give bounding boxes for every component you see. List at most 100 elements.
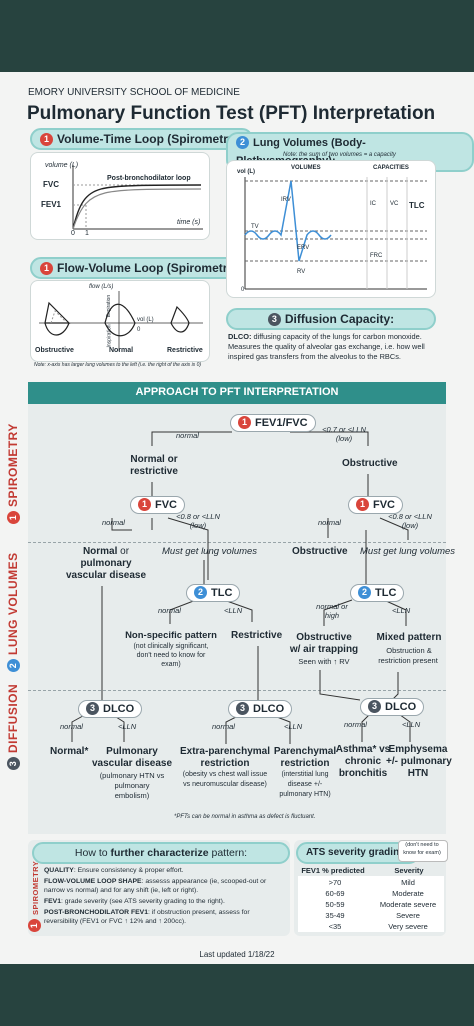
ats-note-2: know for exam) — [403, 850, 441, 856]
node-dlco-2: 3 DLCO — [228, 700, 293, 718]
lv-note: Note: the sum of two volumes = a capacit… — [283, 152, 396, 158]
approach-banner — [28, 382, 446, 404]
institution: EMORY UNIVERSITY SCHOOL OF MEDICINE — [28, 87, 240, 98]
lbl-normal-or: normal or — [316, 602, 348, 611]
fv-label-restrictive: Restrictive — [167, 347, 203, 354]
obstructive-2: Obstructive — [292, 546, 348, 557]
ats-note-box — [398, 840, 448, 862]
restrictive: restrictive — [130, 466, 178, 477]
normal-or-2: Normal or — [82, 546, 130, 557]
must-get-left: Must get lung volumes — [162, 546, 258, 557]
lv-vc: VC — [390, 201, 399, 207]
node-fev1-fvc: 1 FEV1/FVC — [230, 414, 316, 432]
further-item-post: POST-BRONCHODILATOR FEV1: if obstruction… — [44, 909, 250, 916]
vt-tick-1: 1 — [85, 230, 89, 237]
lbl-lt-lln-right: <LLN — [392, 606, 411, 615]
lbl-normal-1: normal — [176, 431, 199, 440]
further-item-flow-2: narrow vs normal) and for any shift (ie,… — [44, 887, 199, 894]
lv-volumes-head: VOLUMES — [291, 165, 321, 171]
mixed-pattern: Mixed pattern — [376, 632, 442, 643]
lv-rv: RV — [297, 269, 306, 275]
lv-irv: IRV — [281, 197, 291, 203]
flow-volume-card: flow (L/s) Expiration Inspiration vol (L… — [30, 280, 210, 362]
emph-1: Emphysema — [388, 744, 448, 755]
lv-tv: TV — [251, 224, 259, 230]
vt-curve-label: Post-bronchodilator loop — [107, 175, 191, 182]
fv-label-obstructive: Obstructive — [35, 347, 74, 354]
restrictive-2: Restrictive — [231, 630, 283, 641]
ats-note-1: (don't need to — [405, 842, 439, 848]
paren-4: disease +/- — [287, 781, 323, 788]
last-updated: Last updated 1/18/22 — [199, 950, 275, 959]
volume-time-title: 1 Volume-Time Loop (Spirometry): — [30, 128, 253, 150]
ats-pct-3: 35-49 — [325, 911, 345, 920]
paren-1: Parenchymal — [273, 746, 337, 757]
volume-time-graph — [72, 165, 203, 230]
extra-1: Extra-parenchymal — [179, 746, 271, 757]
ats-sev-0: Mild — [401, 878, 415, 887]
lv-frc: FRC — [370, 253, 383, 259]
lbl-lt-lln-6: <LLN — [284, 722, 303, 731]
lung-volumes-card: vol (L) VOLUMES CAPACITIES IRV TV ERV RV… — [226, 160, 436, 298]
approach-footnote: *PFTs can be normal in asthma as defect … — [174, 814, 316, 820]
pvd-5: embolism) — [114, 791, 150, 800]
extra-4: vs neuromuscular disease) — [183, 781, 267, 788]
extra-2: restriction — [200, 758, 250, 769]
node-dlco-3: 3 DLCO — [360, 698, 425, 716]
lv-capacities-head: CAPACITIES — [373, 165, 409, 171]
seen-with-rv: Seen with ↑ RV — [298, 657, 350, 666]
nonspecific: Non-specific pattern — [125, 630, 217, 641]
ats-pct-2: 50-59 — [325, 900, 345, 909]
lbl-low-1: (low) — [335, 434, 353, 443]
bottom-bar — [0, 964, 474, 1026]
fv-note: Note: x-axis has larger lung volumes to … — [34, 362, 202, 368]
pulm-vasc: pulmonary — [80, 558, 132, 569]
obstructive-1: Obstructive — [342, 458, 398, 469]
lv-vol-axis: vol (L) — [237, 169, 255, 175]
fv-label-normal: Normal — [109, 347, 134, 354]
page-title: Pulmonary Function Test (PFT) Interpreta… — [27, 103, 436, 124]
vt-x-axis: time (s) — [177, 219, 201, 226]
fv-zero: 0 — [137, 327, 141, 333]
lv-ic: IC — [370, 201, 376, 207]
lbl-normal-3: normal — [318, 518, 341, 527]
mixed-note-1: Obstruction & — [386, 646, 432, 655]
pvd-3: (pulmonary HTN vs — [99, 771, 165, 780]
dlco-text-1: diffusing capacity of the lungs for carb… — [251, 332, 422, 341]
emph-2: +/- pulmonary — [386, 756, 452, 767]
extra-3: (obesity vs chest wall issue — [182, 771, 268, 778]
ats-pct-1: 60-69 — [325, 889, 345, 898]
asthma-2: chronic — [344, 756, 382, 767]
node-tlc-right: 2 TLC — [350, 584, 405, 602]
further-item-post-2: reversibility (FEV1 or FVC ↑ 12% and ↑ 2… — [44, 918, 187, 925]
ats-table — [298, 876, 444, 932]
ats-sev-4: Very severe — [388, 922, 428, 931]
paren-3: (interstitial lung — [281, 771, 329, 778]
vt-y-axis: volume (L) — [45, 162, 79, 169]
node-fvc-right: 1 FVC — [348, 496, 403, 514]
diffusion-title: 3 Diffusion Capacity: — [226, 308, 436, 330]
flow-volume-title: 1 Flow-Volume Loop (Spirometry): — [30, 257, 253, 279]
fv-vol-axis: vol (L) — [137, 317, 154, 323]
obs-air-1: Obstructive — [296, 632, 352, 643]
diffusion-text: DLCO: diffusing capacity of the lungs fo… — [228, 332, 438, 362]
ats-col-1: FEV1 % predicted — [301, 866, 365, 875]
lv-zero: 0 — [241, 287, 245, 293]
lbl-lt07: <0.7 or <LLN — [322, 425, 366, 434]
lbl-lt-lln-left: <LLN — [224, 606, 243, 615]
lv-erv: ERV — [297, 245, 310, 251]
lbl-lt-lln-5: <LLN — [118, 722, 137, 731]
lbl-normal-4: normal — [158, 606, 181, 615]
node-dlco-1: 3 DLCO — [78, 700, 143, 718]
pvd-4: pulmonary — [114, 781, 150, 790]
divider-2 — [28, 690, 446, 691]
approach-panel — [28, 404, 446, 834]
ats-sev-3: Severe — [396, 911, 420, 920]
further-item-fev1: FEV1: grade severity (see ATS severity g… — [44, 898, 225, 905]
further-title: How to further characterize pattern: — [32, 842, 290, 864]
paren-2: restriction — [280, 758, 330, 769]
flow-volume-graph — [39, 291, 203, 351]
fv-y-axis: flow (L/s) — [89, 284, 114, 290]
lbl-lt-lln-7: <LLN — [402, 720, 421, 729]
nonspec-note-2: don't need to know for — [136, 652, 206, 659]
